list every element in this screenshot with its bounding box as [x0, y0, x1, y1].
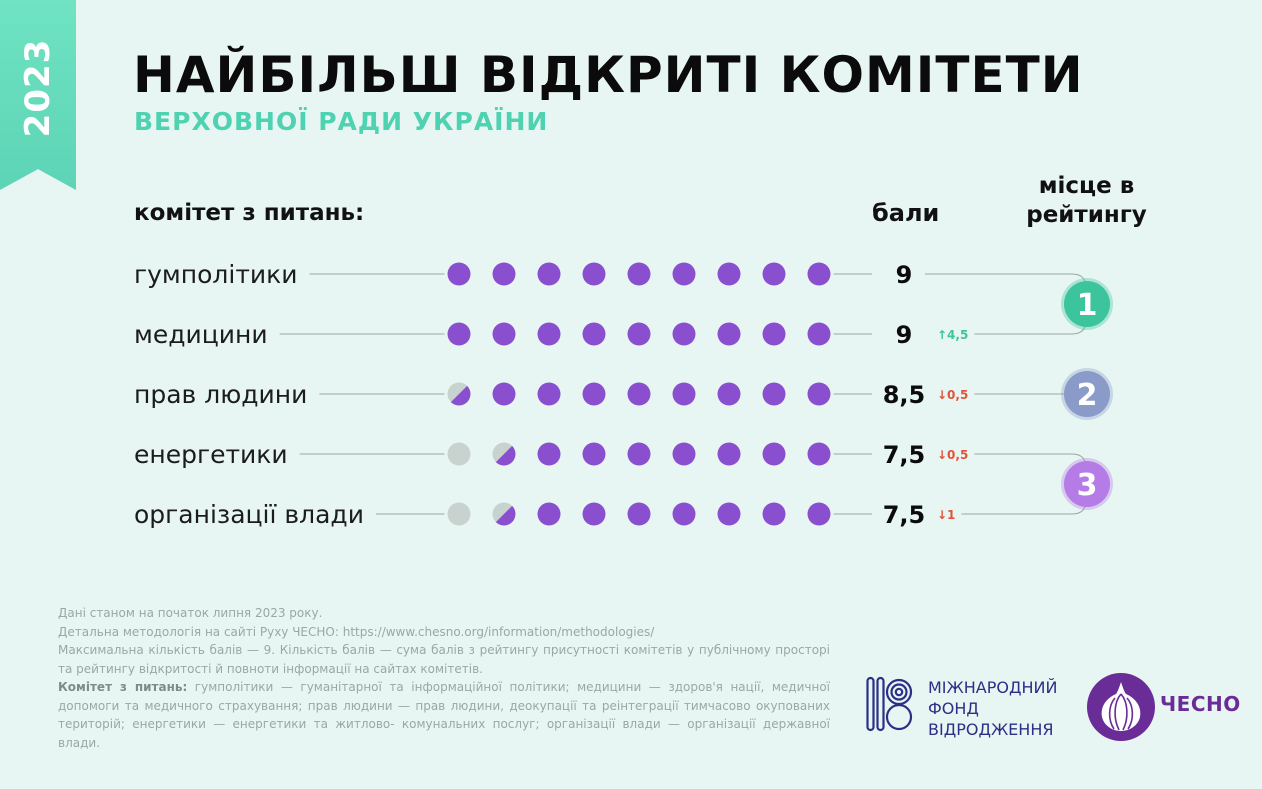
score-value: 7,5: [883, 501, 926, 529]
score-dot-filled: [672, 322, 696, 346]
rank-number: 1: [1077, 288, 1098, 323]
score-dot-filled: [447, 322, 471, 346]
committee-label: енергетики: [134, 440, 288, 469]
score-dot-filled: [537, 262, 561, 286]
score-dot-filled: [627, 502, 651, 526]
score-dot-filled: [717, 502, 741, 526]
score-dot-filled: [537, 502, 561, 526]
score-change: ↓0,5: [937, 388, 968, 402]
score-dot-filled: [627, 262, 651, 286]
footnote-scoring: Максимальна кількість балів — 9. Кількіс…: [58, 643, 830, 676]
score-dot-filled: [537, 382, 561, 406]
committee-label: гумполітики: [134, 260, 298, 289]
score-dot-filled: [582, 502, 606, 526]
score-dot-filled: [762, 322, 786, 346]
score-dot-filled: [492, 322, 516, 346]
rank-badge: [1064, 281, 1110, 327]
irf-name-line3: ВІДРОДЖЕННЯ: [928, 720, 1054, 739]
score-dot-filled: [762, 262, 786, 286]
score-value: 8,5: [883, 381, 926, 409]
score-dot-filled: [762, 502, 786, 526]
footnote-committees: Комітет з питань: гумполітики — гуманіта…: [58, 678, 830, 752]
score-change: ↓1: [937, 508, 955, 522]
score-dot-empty: [447, 442, 471, 466]
irf-name: МІЖНАРОДНИЙ ФОНД ВІДРОДЖЕННЯ: [928, 677, 1057, 740]
rank-number: 3: [1077, 468, 1098, 503]
year-ribbon: 2023: [0, 0, 76, 190]
score-dot-half: [495, 505, 516, 526]
irf-name-line1: МІЖНАРОДНИЙ: [928, 678, 1058, 697]
score-dot-filled: [807, 322, 831, 346]
score-dot-filled: [672, 502, 696, 526]
score-dot-filled: [807, 382, 831, 406]
score-dot-half: [495, 445, 516, 466]
score-dot-filled: [537, 322, 561, 346]
score-dot-empty: [447, 502, 471, 526]
score-dot-filled: [717, 262, 741, 286]
score-dot-filled: [627, 382, 651, 406]
rank-badge: [1064, 461, 1110, 507]
irf-logo-icon: [866, 676, 913, 732]
committee-label: організації влади: [134, 500, 364, 529]
score-dot-filled: [672, 262, 696, 286]
page-title: НАЙБІЛЬШ ВІДКРИТІ КОМІТЕТИ: [133, 46, 1084, 104]
score-value: 9: [896, 261, 913, 289]
committee-label: прав людини: [134, 380, 307, 409]
score-dot-filled: [717, 442, 741, 466]
score-dot-filled: [582, 262, 606, 286]
score-dot-filled: [627, 322, 651, 346]
score-dot-filled: [447, 262, 471, 286]
footnote-committees-text: гумполітики — гуманітарної та інформацій…: [58, 680, 830, 750]
score-dot-filled: [717, 382, 741, 406]
score-dot-filled: [582, 442, 606, 466]
garlic-logo-icon: [1087, 673, 1155, 741]
dot-rating-chart: гумполітики 9 медицини 9 ↑4,5 прав людини 8,5 ↓…: [134, 260, 1113, 529]
score-dot-filled: [807, 262, 831, 286]
rank-column-header: місце в рейтингу: [1026, 173, 1147, 228]
score-value: 9: [896, 321, 913, 349]
score-dot-filled: [762, 382, 786, 406]
score-dot-filled: [582, 322, 606, 346]
score-dot-filled: [492, 262, 516, 286]
score-dot-filled: [582, 382, 606, 406]
score-dot-filled: [672, 382, 696, 406]
irf-name-line2: ФОНД: [928, 699, 979, 718]
footnote-date: Дані станом на початок липня 2023 року.: [58, 606, 323, 620]
score-dot-filled: [537, 442, 561, 466]
score-dot-filled: [627, 442, 651, 466]
footnotes: Дані станом на початок липня 2023 року. …: [58, 604, 830, 752]
score-change: ↓0,5: [937, 448, 968, 462]
score-dot-filled: [807, 442, 831, 466]
committee-column-header: комітет з питань:: [134, 200, 365, 226]
rank-number: 2: [1077, 378, 1098, 413]
score-dot-half: [450, 385, 471, 406]
footnote-methodology: Детальна методологія на сайті Руху ЧЕСНО…: [58, 624, 655, 639]
score-change: ↑4,5: [937, 328, 968, 342]
score-dot-filled: [807, 502, 831, 526]
score-dot-filled: [672, 442, 696, 466]
score-column-header: бали: [872, 199, 940, 227]
score-value: 7,5: [883, 441, 926, 469]
chesno-name: ЧЕСНО: [1160, 692, 1241, 716]
footnote-committees-label: Комітет з питань:: [58, 680, 188, 694]
score-dot-filled: [492, 382, 516, 406]
rank-badge: [1064, 371, 1110, 417]
score-dot-filled: [717, 322, 741, 346]
committee-label: медицини: [134, 320, 268, 349]
score-dot-filled: [762, 442, 786, 466]
page-subtitle: ВЕРХОВНОЇ РАДИ УКРАЇНИ: [134, 107, 549, 136]
